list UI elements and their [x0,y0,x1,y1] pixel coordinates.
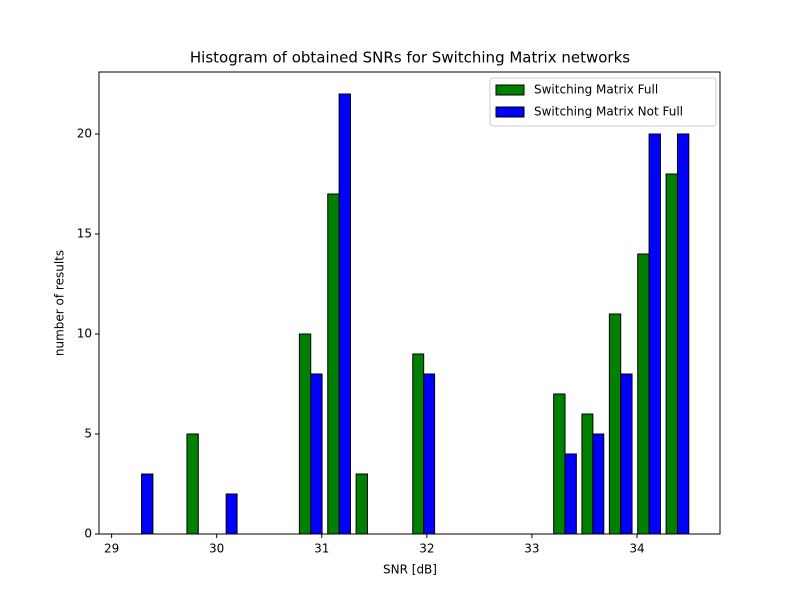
bar [327,193,340,535]
legend-swatch [495,84,525,96]
y-tick-label: 15 [77,227,92,241]
bar [186,433,199,535]
x-tick-label: 34 [629,542,644,556]
chart-title: Histogram of obtained SNRs for Switching… [190,49,630,67]
bar [620,373,633,535]
y-tick-label: 10 [77,327,92,341]
plot-frame [98,71,721,535]
y-tick-label: 0 [84,527,92,541]
bar [423,373,436,535]
bar [676,133,690,535]
bar [581,413,594,535]
x-tick-label: 30 [209,542,224,556]
x-tick-label: 29 [104,542,119,556]
bar [648,133,661,535]
y-tick-label: 5 [84,427,92,441]
x-axis-label: SNR [dB] [383,563,437,577]
x-tick-label: 31 [314,542,329,556]
y-tick-label: 20 [77,127,92,141]
legend-swatch [495,106,525,118]
bar [225,493,238,535]
legend-box [489,77,717,127]
bar [553,393,566,535]
bar [310,373,323,535]
x-tick-label: 32 [419,542,434,556]
bar [637,253,650,535]
y-axis-label: number of results [53,250,67,356]
legend-label: Switching Matrix Full [534,83,658,97]
bar [608,313,622,535]
bar [338,93,351,535]
bar [412,353,425,535]
x-tick-label: 33 [524,542,539,556]
bar [141,473,154,535]
bar [355,473,368,535]
bar [564,453,577,535]
bar [298,333,312,535]
legend-label: Switching Matrix Not Full [534,105,683,119]
bar [665,173,678,535]
bar [592,433,605,535]
